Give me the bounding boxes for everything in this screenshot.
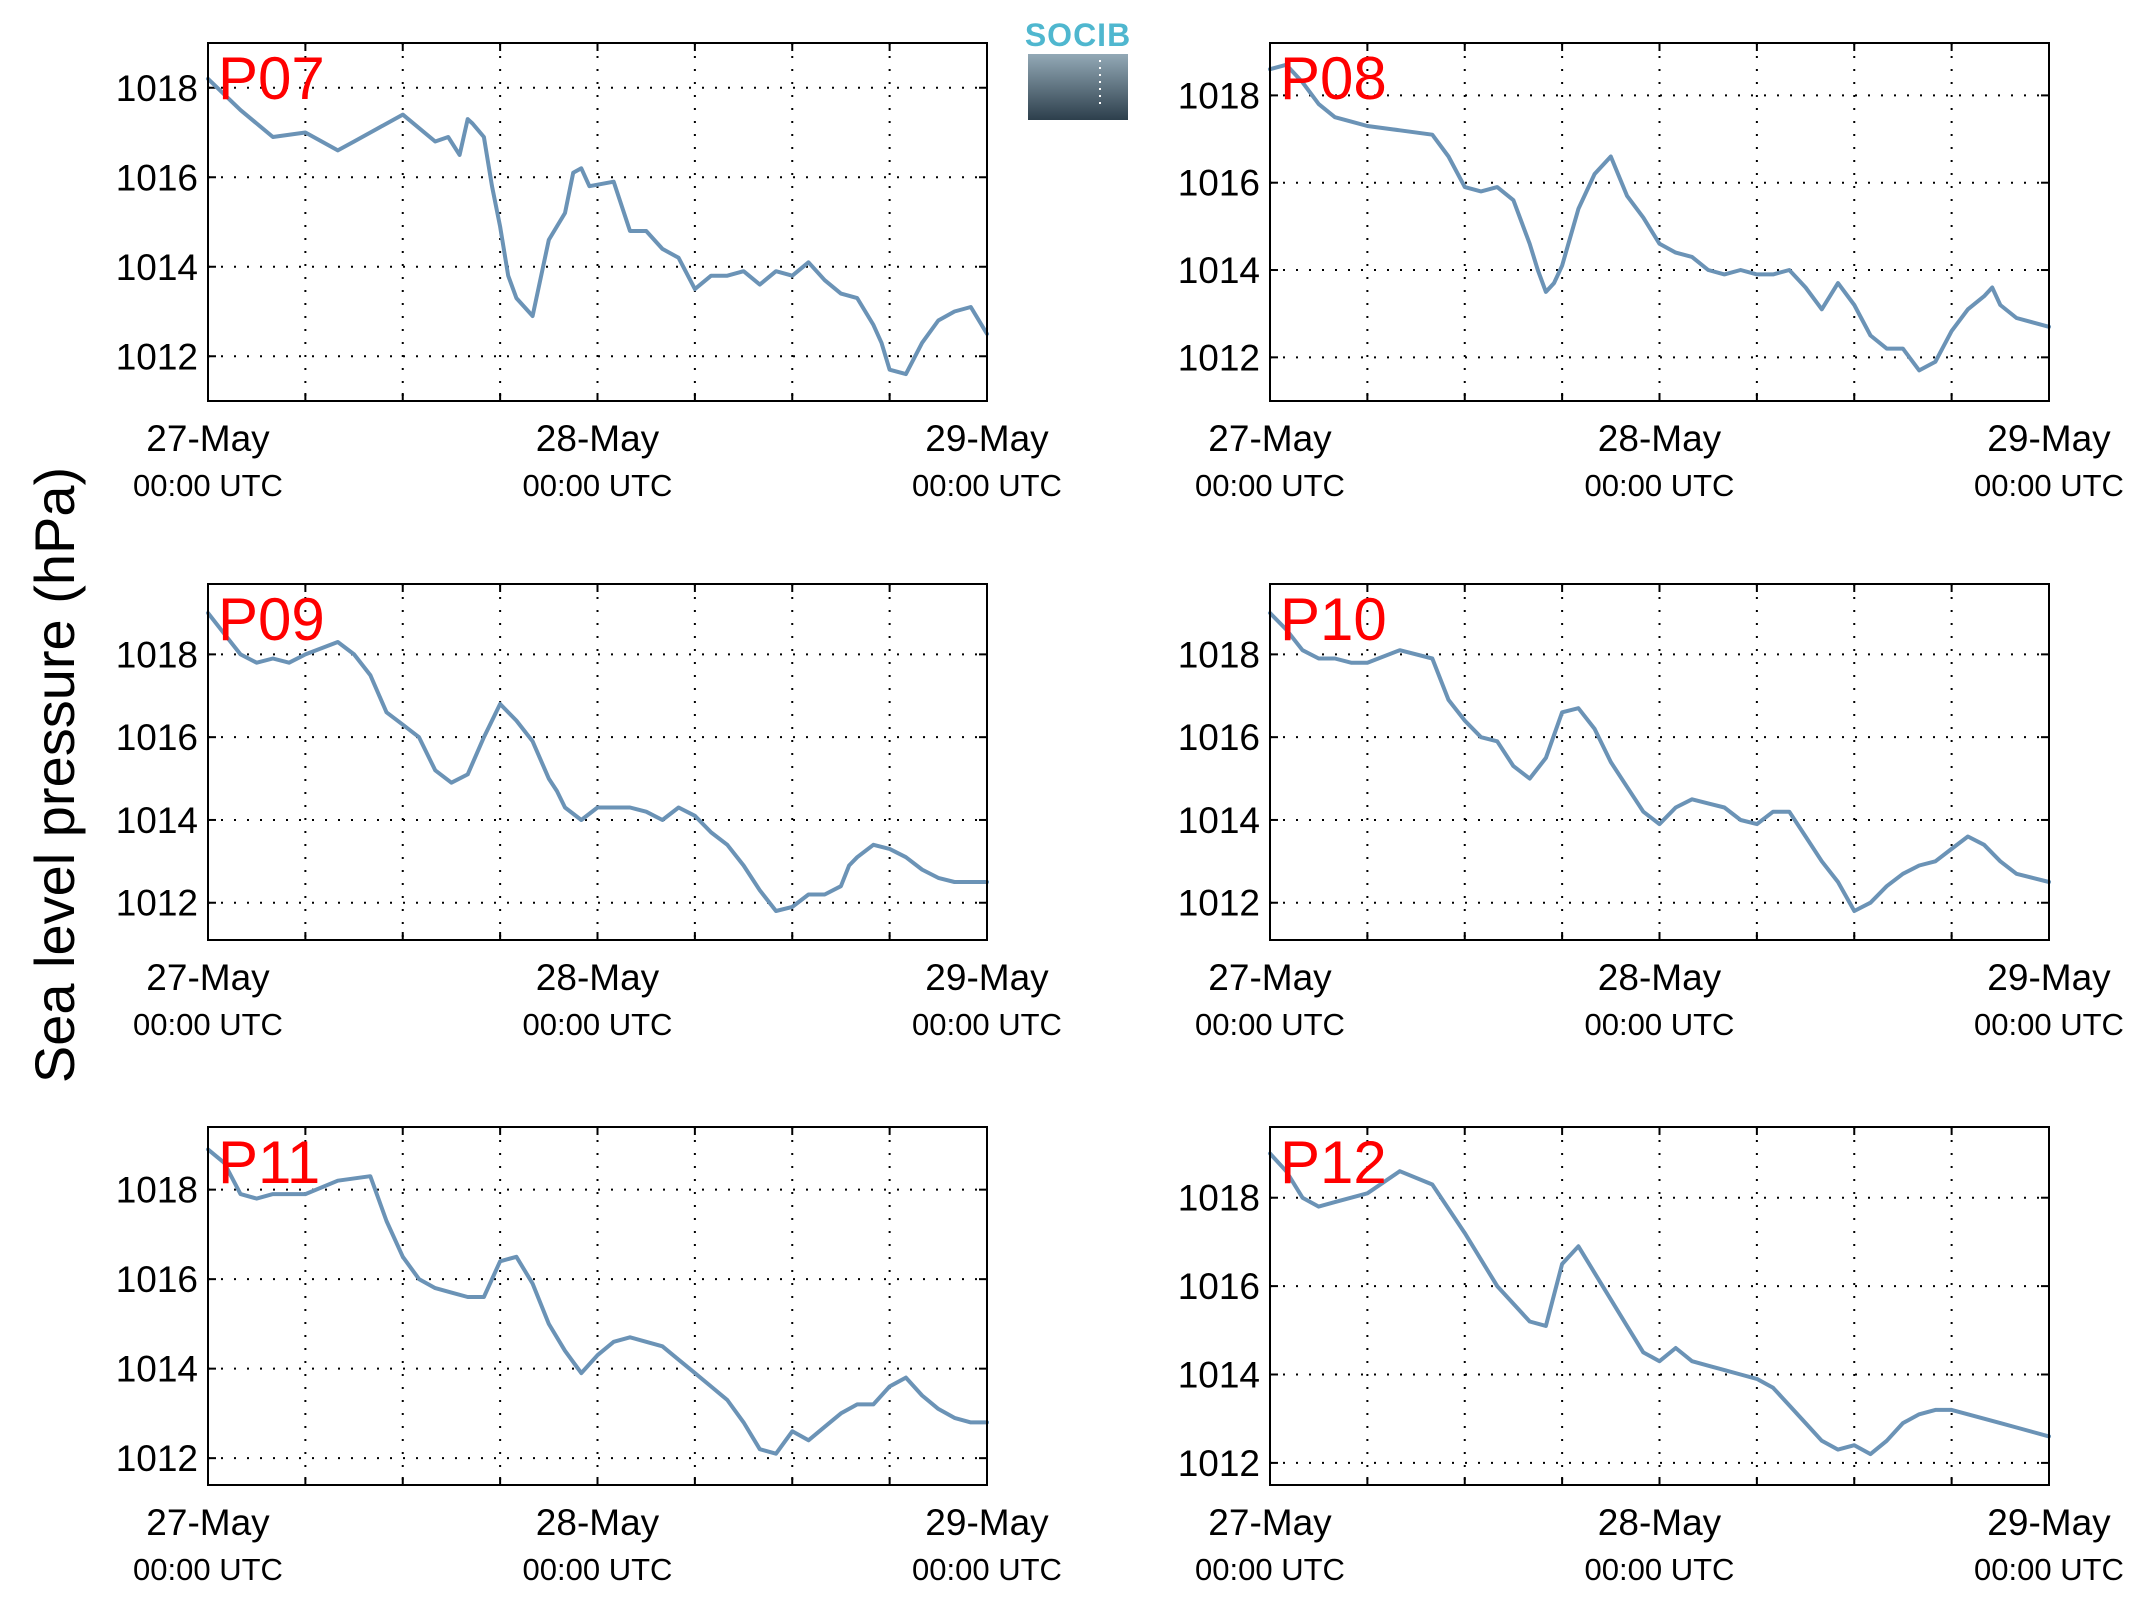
pressure-series-line — [206, 611, 989, 913]
pressure-series-line — [1268, 611, 2051, 913]
y-tick-label: 1014 — [1178, 1355, 1260, 1396]
x-tick-sublabel: 00:00 UTC — [912, 468, 1062, 503]
x-tick-label: 28-May — [536, 1502, 660, 1543]
panel-label: P12 — [1280, 1129, 1387, 1196]
plot-frame — [207, 583, 988, 941]
y-tick-label: 1012 — [1178, 883, 1260, 924]
x-tick-sublabel: 00:00 UTC — [1974, 1007, 2124, 1042]
panel-p11: 1012 1014 1016 1018 27-May 00:00 UTC 28-May 00:… — [116, 1126, 1062, 1587]
panel-label: P11 — [218, 1129, 320, 1196]
logo-text: SOCIB — [1025, 17, 1131, 53]
x-tick-label: 27-May — [1208, 418, 1332, 459]
x-tick-sublabel: 00:00 UTC — [1195, 468, 1345, 503]
x-tick-label: 27-May — [1208, 957, 1332, 998]
panel-label: P07 — [218, 45, 325, 112]
x-tick-label: 28-May — [1598, 957, 1722, 998]
y-tick-label: 1016 — [116, 1259, 198, 1300]
y-tick-label: 1018 — [116, 634, 198, 675]
x-tick-label: 29-May — [1987, 1502, 2111, 1543]
y-tick-label: 1016 — [1178, 1266, 1260, 1307]
x-tick-label: 28-May — [1598, 418, 1722, 459]
panel-p12: 1012 1014 1016 1018 27-May 00:00 UTC 28-May 00:… — [1178, 1126, 2124, 1587]
x-tick-sublabel: 00:00 UTC — [1974, 1552, 2124, 1587]
panel-label: P10 — [1280, 586, 1387, 653]
y-tick-label: 1014 — [116, 800, 198, 841]
x-tick-label: 28-May — [536, 957, 660, 998]
y-tick-label: 1012 — [1178, 1443, 1260, 1484]
plot-frame — [207, 1126, 988, 1486]
x-tick-sublabel: 00:00 UTC — [523, 1552, 673, 1587]
y-tick-label: 1016 — [116, 157, 198, 198]
x-tick-sublabel: 00:00 UTC — [912, 1007, 1062, 1042]
x-tick-label: 29-May — [1987, 957, 2111, 998]
plot-frame — [1269, 42, 2050, 402]
x-tick-label: 28-May — [1598, 1502, 1722, 1543]
y-tick-label: 1012 — [116, 336, 198, 377]
plot-frame — [1269, 1126, 2050, 1486]
pressure-series-line — [1268, 62, 2051, 373]
y-axis-label: Sea level pressure (hPa) — [23, 467, 86, 1083]
y-tick-label: 1014 — [116, 247, 198, 288]
x-tick-sublabel: 00:00 UTC — [523, 1007, 673, 1042]
y-tick-label: 1018 — [116, 1170, 198, 1211]
y-tick-label: 1016 — [1178, 717, 1260, 758]
x-tick-label: 29-May — [925, 1502, 1049, 1543]
panel-p10: 1012 1014 1016 1018 27-May 00:00 UTC 28-May 00:… — [1178, 583, 2124, 1042]
x-tick-sublabel: 00:00 UTC — [133, 1552, 283, 1587]
x-tick-label: 27-May — [1208, 1502, 1332, 1543]
x-tick-sublabel: 00:00 UTC — [912, 1552, 1062, 1587]
x-tick-label: 27-May — [146, 418, 270, 459]
x-tick-label: 27-May — [146, 957, 270, 998]
x-tick-sublabel: 00:00 UTC — [1585, 1552, 1735, 1587]
x-tick-sublabel: 00:00 UTC — [133, 1007, 283, 1042]
plot-frame — [207, 42, 988, 402]
socib-logo: SOCIB — [1025, 17, 1131, 120]
y-tick-label: 1018 — [1178, 1178, 1260, 1219]
panel-label: P08 — [1280, 45, 1387, 112]
y-tick-label: 1014 — [1178, 250, 1260, 291]
y-tick-label: 1012 — [116, 883, 198, 924]
x-tick-label: 29-May — [1987, 418, 2111, 459]
x-tick-label: 28-May — [536, 418, 660, 459]
x-tick-sublabel: 00:00 UTC — [1195, 1007, 1345, 1042]
x-tick-label: 29-May — [925, 957, 1049, 998]
pressure-series-line — [206, 76, 989, 377]
x-tick-label: 29-May — [925, 418, 1049, 459]
y-tick-label: 1018 — [1178, 634, 1260, 675]
panels-container: 1012 1014 1016 1018 27-May 00:00 UTC 28-May 00:… — [116, 42, 2124, 1587]
x-tick-label: 27-May — [146, 1502, 270, 1543]
panel-label: P09 — [218, 586, 325, 653]
x-tick-sublabel: 00:00 UTC — [1974, 468, 2124, 503]
y-tick-label: 1012 — [116, 1438, 198, 1479]
y-tick-label: 1014 — [1178, 800, 1260, 841]
x-tick-sublabel: 00:00 UTC — [1585, 1007, 1735, 1042]
panel-p07: 1012 1014 1016 1018 27-May 00:00 UTC 28-May 00:… — [116, 42, 1062, 503]
pressure-series-line — [1268, 1151, 2051, 1457]
x-tick-sublabel: 00:00 UTC — [133, 468, 283, 503]
x-tick-sublabel: 00:00 UTC — [1585, 468, 1735, 503]
y-tick-label: 1014 — [116, 1349, 198, 1390]
y-tick-label: 1018 — [1178, 75, 1260, 116]
y-tick-label: 1012 — [1178, 337, 1260, 378]
pressure-series-line — [206, 1147, 989, 1456]
y-tick-label: 1016 — [116, 717, 198, 758]
x-tick-sublabel: 00:00 UTC — [1195, 1552, 1345, 1587]
plot-frame — [1269, 583, 2050, 941]
y-tick-label: 1018 — [116, 68, 198, 109]
y-tick-label: 1016 — [1178, 163, 1260, 204]
panel-p09: 1012 1014 1016 1018 27-May 00:00 UTC 28-May 00:… — [116, 583, 1062, 1042]
x-tick-sublabel: 00:00 UTC — [523, 468, 673, 503]
panel-p08: 1012 1014 1016 1018 27-May 00:00 UTC 28-May 00:… — [1178, 42, 2124, 503]
